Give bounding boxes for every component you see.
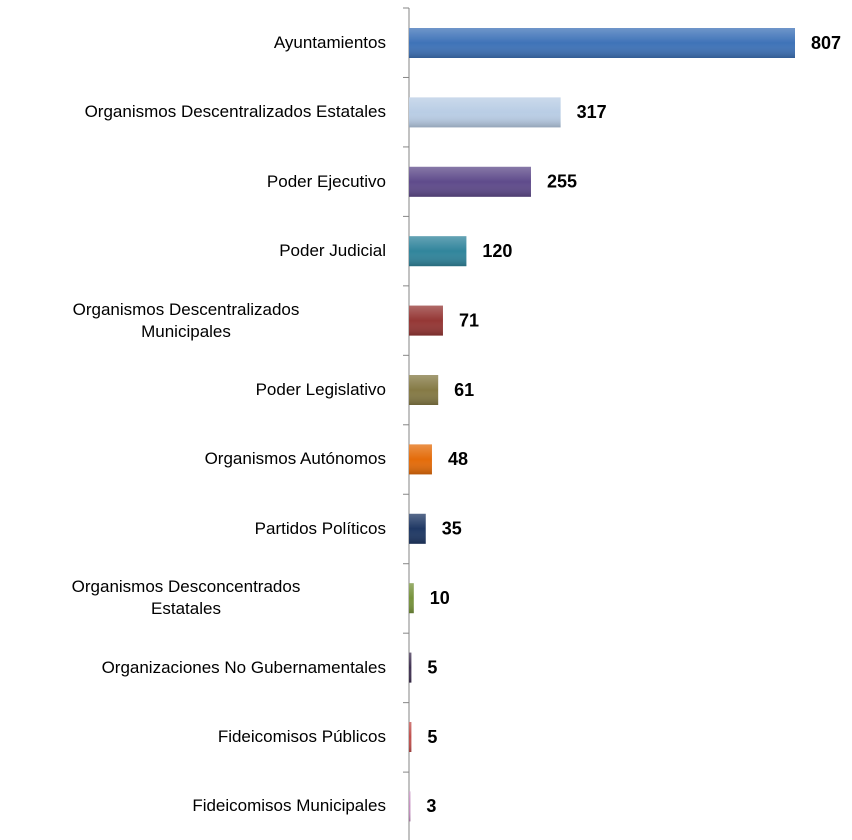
value-label: 5 — [427, 727, 437, 747]
value-label: 10 — [430, 588, 450, 608]
category-label: Organismos Descentralizados Municipales — [72, 299, 300, 341]
category-label: Fideicomisos Municipales — [192, 796, 386, 816]
bar-shade — [409, 583, 414, 614]
category-label: Partidos Políticos — [254, 518, 386, 538]
value-label: 48 — [448, 449, 468, 469]
bar-shade — [409, 791, 411, 822]
value-label: 120 — [482, 241, 512, 261]
value-label: 317 — [577, 102, 607, 122]
category-label: Fideicomisos Públicos — [217, 727, 386, 746]
bar-shade — [409, 305, 443, 336]
bar-shade — [409, 375, 439, 405]
bar-shade — [409, 28, 795, 58]
category-label: Ayuntamientos — [273, 33, 386, 52]
bar-shade — [409, 722, 412, 752]
category-label: Poder Judicial — [279, 241, 386, 261]
bar-shade — [409, 513, 426, 544]
value-label: 255 — [547, 172, 577, 192]
category-label: Organismos Desconcentrados Estatales — [71, 577, 301, 619]
bar-shade — [409, 166, 531, 197]
value-label: 5 — [427, 657, 437, 677]
bar-shade — [409, 97, 561, 128]
value-label: 807 — [811, 33, 841, 53]
category-label: Organizaciones No Gubernamentales — [101, 657, 386, 677]
value-label: 61 — [454, 380, 474, 400]
value-label: 3 — [426, 796, 436, 816]
value-label: 71 — [459, 310, 479, 330]
bar-shade — [409, 236, 467, 267]
bar-shade — [409, 652, 412, 683]
bar-shade — [409, 444, 432, 475]
category-label: Poder Legislativo — [255, 380, 386, 399]
category-label: Poder Ejecutivo — [266, 171, 386, 191]
category-label: Organismos Autónomos — [204, 449, 386, 469]
value-label: 35 — [442, 519, 462, 539]
category-label: Organismos Descentralizados Estatales — [84, 102, 386, 122]
